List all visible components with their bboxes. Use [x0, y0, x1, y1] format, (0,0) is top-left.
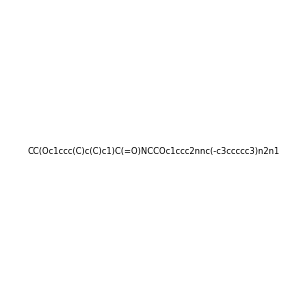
Text: CC(Oc1ccc(C)c(C)c1)C(=O)NCCOc1ccc2nnc(-c3ccccc3)n2n1: CC(Oc1ccc(C)c(C)c1)C(=O)NCCOc1ccc2nnc(-c…: [28, 147, 280, 156]
